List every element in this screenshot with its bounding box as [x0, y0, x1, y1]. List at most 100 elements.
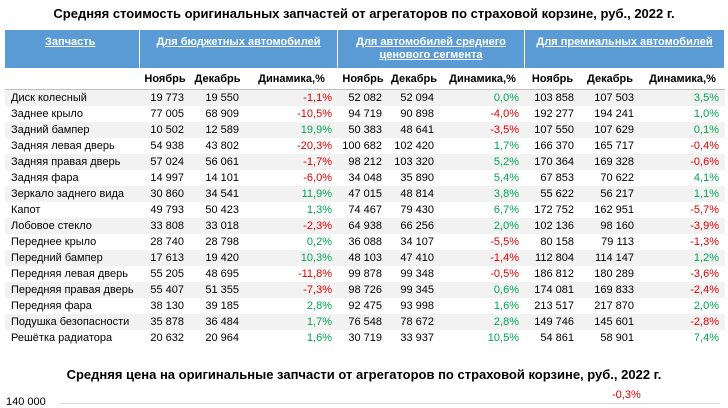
cell: 1,2%	[640, 250, 725, 266]
cell-text: -7,3%	[303, 284, 332, 296]
cell: 2,0%	[640, 298, 725, 314]
cell-text: 74 467	[348, 204, 382, 216]
cell-text: 1,7%	[306, 316, 332, 328]
cell-text: -1,7%	[303, 156, 332, 168]
cell: 48 814	[388, 186, 440, 202]
cell-text: 0,2%	[306, 236, 332, 248]
cell-text: 3,8%	[493, 188, 519, 200]
cell-text: 55 407	[150, 284, 184, 296]
cell-text: 19 420	[205, 252, 239, 264]
cell-text: 48 641	[400, 124, 434, 136]
cell: 48 103	[338, 250, 388, 266]
cell-text: Декабрь	[391, 72, 437, 85]
cell-text: 17 613	[150, 252, 184, 264]
cell-text: 14 101	[205, 172, 239, 184]
cell: 48 695	[190, 266, 245, 282]
cell-text: Задний бампер	[11, 124, 90, 136]
cell-text: 34 107	[400, 236, 434, 248]
cell: 2,8%	[440, 314, 525, 330]
row-label: Задний бампер	[5, 122, 140, 138]
subheader: Ноябрь	[140, 68, 190, 90]
cell-text: 114 147	[595, 252, 634, 264]
cell: 186 812	[525, 266, 580, 282]
cell: 54 938	[140, 138, 190, 154]
cell: 103 320	[388, 154, 440, 170]
row-label: Передний бампер	[5, 250, 140, 266]
cell-text: 77 005	[150, 108, 184, 120]
cell: 33 937	[388, 330, 440, 346]
cell-text: 1,2%	[693, 252, 719, 264]
cell: -11,8%	[245, 266, 338, 282]
cell-text: 66 256	[400, 220, 434, 232]
row-label: Лобовое стекло	[5, 218, 140, 234]
cell: 34 541	[190, 186, 245, 202]
cell: 3,8%	[440, 186, 525, 202]
cell-text: 79 113	[601, 236, 634, 248]
cell: 68 909	[190, 106, 245, 122]
cell: 79 430	[388, 202, 440, 218]
cell-text: -10,5%	[297, 108, 332, 120]
cell: 174 081	[525, 282, 580, 298]
cell-text: 47 015	[348, 188, 382, 200]
cell: 107 629	[580, 122, 640, 138]
cell-text: 192 277	[534, 108, 574, 120]
cell: -20,3%	[245, 138, 338, 154]
cell-text: 56 061	[205, 156, 239, 168]
cell-text: 170 364	[534, 156, 574, 168]
cell-text: 162 951	[594, 204, 634, 216]
cell-text: -0,5%	[490, 268, 519, 280]
cell-text: -3,6%	[690, 268, 719, 280]
cell: 79 113	[580, 234, 640, 250]
cell: 102 136	[525, 218, 580, 234]
cell-text: 10 502	[150, 124, 184, 136]
cell: 52 082	[338, 90, 388, 106]
cell: 92 475	[338, 298, 388, 314]
cell-text: 169 328	[594, 156, 634, 168]
row-label: Капот	[5, 202, 140, 218]
cell: -0,5%	[440, 266, 525, 282]
cell: 28 798	[190, 234, 245, 250]
row-label: Переднее крыло	[5, 234, 140, 250]
cell: -5,5%	[440, 234, 525, 250]
cell: 98 160	[580, 218, 640, 234]
cell-text: 64 938	[348, 220, 382, 232]
cell-text: 217 870	[594, 300, 634, 312]
cell-text: 10,5%	[487, 332, 519, 344]
cell: 30 860	[140, 186, 190, 202]
cell-text: 33 808	[150, 220, 184, 232]
cell-text: -2,3%	[303, 220, 332, 232]
cell: -10,5%	[245, 106, 338, 122]
cell-text: 98 212	[348, 156, 382, 168]
cell: 180 289	[580, 266, 640, 282]
cell-text: 1,3%	[306, 204, 332, 216]
cell-text: Зеркало заднего вида	[11, 188, 125, 200]
cell-text: 102 136	[534, 220, 574, 232]
cell-text: 213 517	[534, 300, 574, 312]
cell: 1,0%	[640, 106, 725, 122]
cell: -1,4%	[440, 250, 525, 266]
cell-text: 76 548	[348, 316, 382, 328]
cell: 19,9%	[245, 122, 338, 138]
cell-text: 33 937	[400, 332, 434, 344]
cell-text: 103 858	[534, 92, 574, 104]
cell: 52 094	[388, 90, 440, 106]
cell: 0,1%	[640, 122, 725, 138]
cell-text: 172 752	[534, 204, 574, 216]
cell: 14 997	[140, 170, 190, 186]
cell-text: 1,7%	[493, 140, 519, 152]
cell-text: 107 629	[594, 124, 634, 136]
group-header: Для автомобилей среднего ценового сегмен…	[338, 30, 525, 68]
cell-text: 20 964	[205, 332, 239, 344]
subheader: Декабрь	[580, 68, 640, 90]
cell-text: 50 423	[205, 204, 239, 216]
cell-text: Подушка безопасности	[11, 316, 130, 328]
cell-text: 20 632	[150, 332, 184, 344]
cell-text: Динамика,%	[649, 72, 716, 85]
cell: -6,0%	[245, 170, 338, 186]
cell-text: 58 901	[600, 332, 634, 344]
cell: 5,4%	[440, 170, 525, 186]
group-header: Для премиальных автомобилей	[525, 30, 725, 68]
cell: 169 328	[580, 154, 640, 170]
cell-text: 19,9%	[300, 124, 332, 136]
